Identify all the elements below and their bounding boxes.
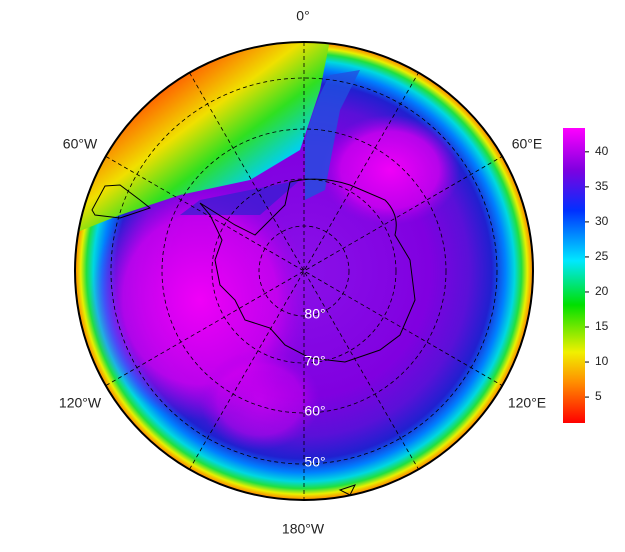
longitude-label: 120°W (59, 395, 102, 411)
colorbar-tick-label: 15 (595, 319, 609, 333)
colorbar-tick-label: 5 (595, 389, 602, 403)
colorbar (563, 128, 585, 423)
longitude-label: 60°E (512, 136, 543, 152)
colorbar-tick-label: 35 (595, 179, 609, 193)
graticule (105, 42, 503, 500)
coastline (91, 178, 416, 496)
colorbar-tick-label: 20 (595, 284, 609, 298)
longitude-label: 120°E (508, 395, 546, 411)
latitude-label: 70° (304, 353, 325, 369)
latitude-label: 80° (304, 306, 325, 322)
colorbar-tick-label: 40 (595, 144, 609, 158)
longitude-label: 0° (296, 8, 309, 24)
colorbar-tick-label: 30 (595, 214, 609, 228)
map-border (74, 41, 534, 501)
latitude-label: 50° (304, 454, 325, 470)
longitude-label: 60°W (63, 136, 98, 152)
latitude-label: 60° (304, 403, 325, 419)
longitude-label: 180°W (282, 521, 325, 537)
colorbar-tick-label: 10 (595, 354, 609, 368)
colorbar-tick-label: 25 (595, 249, 609, 263)
